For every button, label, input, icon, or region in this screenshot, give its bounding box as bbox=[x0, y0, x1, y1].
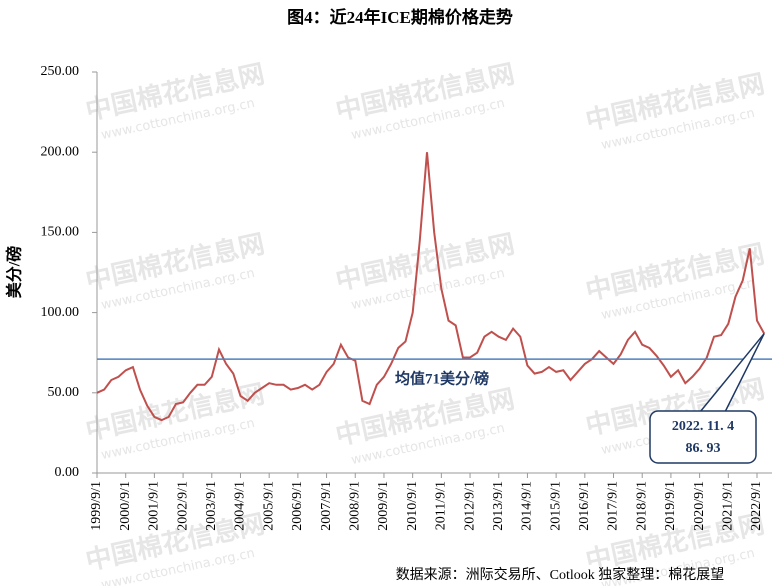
x-tick-label: 2018/9/1 bbox=[634, 481, 649, 531]
price-line bbox=[96, 152, 766, 422]
x-tick-label: 2003/9/1 bbox=[204, 481, 219, 531]
x-tick-label: 2014/9/1 bbox=[520, 481, 535, 531]
mean-label: 均值71美分/磅 bbox=[395, 369, 489, 387]
x-tick-label: 2007/9/1 bbox=[319, 481, 334, 531]
x-tick-label: 2019/9/1 bbox=[663, 481, 678, 531]
x-tick-label: 1999/9/1 bbox=[89, 481, 104, 531]
x-tick-label: 2017/9/1 bbox=[606, 481, 621, 531]
x-tick-label: 2013/9/1 bbox=[491, 481, 506, 531]
callout-date: 2022. 11. 4 bbox=[672, 419, 734, 434]
y-tick-label: 0.00 bbox=[55, 465, 80, 480]
x-tick-label: 2004/9/1 bbox=[233, 481, 248, 531]
x-tick-label: 2011/9/1 bbox=[434, 481, 449, 530]
chart-title: 图4：近24年ICE期棉价格走势 bbox=[287, 7, 513, 27]
x-tick-label: 2008/9/1 bbox=[347, 481, 362, 531]
x-tick-label: 2001/9/1 bbox=[147, 481, 162, 531]
y-tick-label: 150.00 bbox=[41, 225, 80, 240]
x-tick-label: 2012/9/1 bbox=[462, 481, 477, 531]
x-tick-label: 2016/9/1 bbox=[577, 481, 592, 531]
x-tick-label: 2002/9/1 bbox=[175, 481, 190, 531]
y-tick-label: 250.00 bbox=[41, 64, 80, 79]
x-tick-label: 2000/9/1 bbox=[118, 481, 133, 531]
callout-box bbox=[649, 410, 757, 464]
y-tick-label: 200.00 bbox=[41, 144, 80, 159]
x-tick-label: 2006/9/1 bbox=[290, 481, 305, 531]
x-tick-label: 2021/9/1 bbox=[721, 481, 736, 531]
y-tick-label: 50.00 bbox=[48, 385, 80, 400]
y-axis-label: 美分/磅 bbox=[5, 246, 24, 298]
callout-pointer bbox=[699, 333, 765, 413]
source-note: 数据来源：洲际交易所、Cotlook 独家整理：棉花展望 bbox=[396, 566, 725, 583]
x-tick-label: 2022/9/1 bbox=[749, 481, 764, 531]
callout-value: 86. 93 bbox=[686, 441, 721, 456]
x-tick-label: 2009/9/1 bbox=[376, 481, 391, 531]
x-tick-label: 2015/9/1 bbox=[548, 481, 563, 531]
y-tick-label: 100.00 bbox=[41, 305, 80, 320]
x-tick-label: 2010/9/1 bbox=[405, 481, 420, 531]
x-tick-label: 2020/9/1 bbox=[692, 481, 707, 531]
x-tick-label: 2005/9/1 bbox=[261, 481, 276, 531]
